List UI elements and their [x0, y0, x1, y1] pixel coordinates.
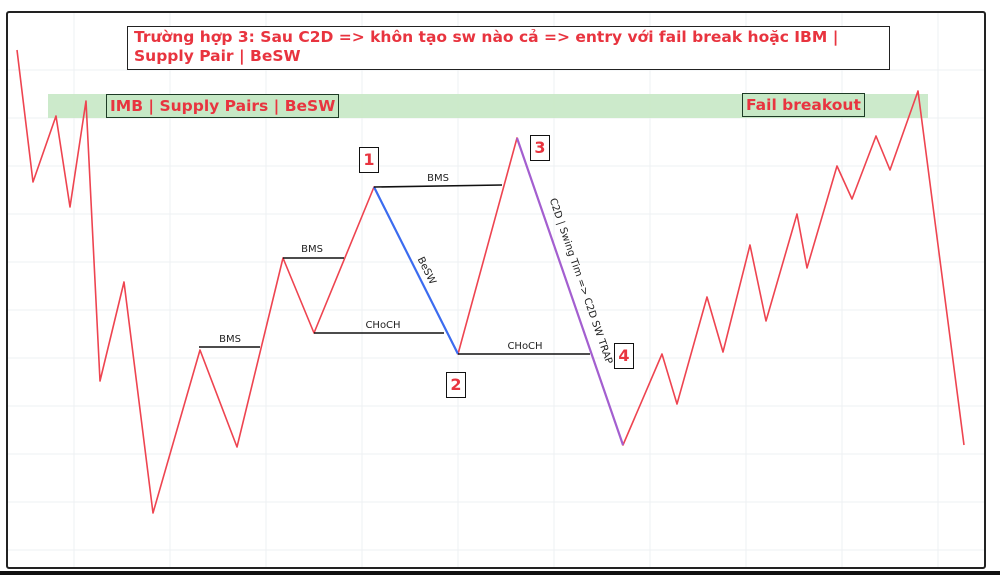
price-line — [16, 49, 965, 514]
choch-label-2: CHoCH — [507, 341, 542, 352]
zone-label-left: IMB | Supply Pairs | BeSW — [106, 94, 340, 118]
besw-leg — [373, 186, 459, 355]
point-3-marker: 3 — [530, 135, 550, 161]
zone-label-right: Fail breakout — [742, 93, 865, 117]
choch-label-1: CHoCH — [365, 320, 400, 331]
page-title: Trường hợp 3: Sau C2D => khôn tạo sw nào… — [134, 28, 839, 65]
point-4-marker: 4 — [614, 343, 634, 369]
bms-label-2: BMS — [301, 244, 323, 255]
bms-label-3: BMS — [427, 173, 449, 184]
title-box: Trường hợp 3: Sau C2D => khôn tạo sw nào… — [127, 26, 890, 70]
point-1-marker: 1 — [359, 147, 379, 173]
bms-label-1: BMS — [219, 334, 241, 345]
point-2-marker: 2 — [446, 372, 466, 398]
trap-leg — [515, 137, 625, 446]
trap-label: C2D | Swing Tim => C2D SW TRAP — [547, 197, 614, 366]
bms-line-3 — [373, 184, 503, 188]
besw-label: BeSW — [415, 255, 438, 286]
bottom-border — [0, 571, 1000, 575]
